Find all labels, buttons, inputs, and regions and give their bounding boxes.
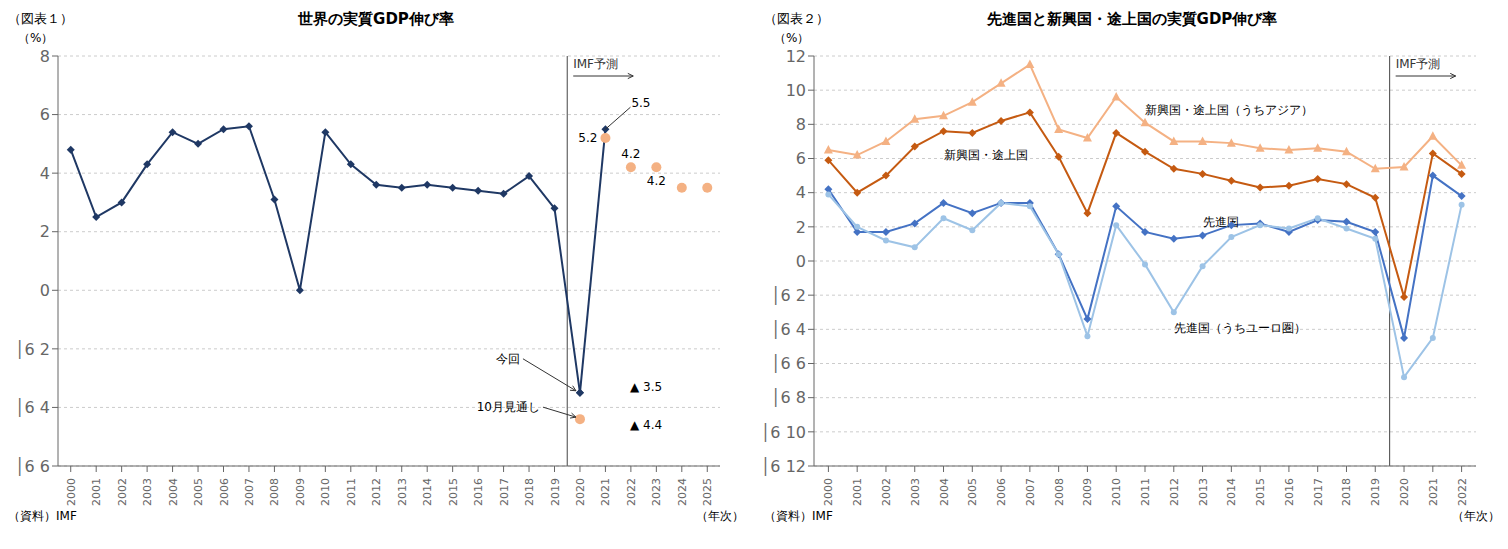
svg-text:6: 6 xyxy=(796,149,806,168)
svg-text:2003: 2003 xyxy=(141,478,154,506)
svg-text:▲ 3.5: ▲ 3.5 xyxy=(630,380,662,394)
svg-text:2003: 2003 xyxy=(909,478,922,506)
svg-text:今回: 今回 xyxy=(496,352,520,366)
svg-text:2005: 2005 xyxy=(192,478,205,506)
svg-text:2019: 2019 xyxy=(549,478,562,506)
svg-text:0: 0 xyxy=(796,252,806,271)
svg-text:│6 2: │6 2 xyxy=(771,285,806,305)
svg-text:2008: 2008 xyxy=(1053,478,1066,506)
svg-text:2000: 2000 xyxy=(65,478,78,506)
svg-text:先進国: 先進国 xyxy=(1203,215,1239,229)
svg-text:4.2: 4.2 xyxy=(621,147,640,161)
svg-text:12: 12 xyxy=(786,47,806,66)
svg-text:0: 0 xyxy=(40,281,50,300)
svg-text:│6 6: │6 6 xyxy=(15,456,50,476)
svg-text:8: 8 xyxy=(40,47,50,66)
svg-text:2012: 2012 xyxy=(370,478,383,506)
svg-text:2011: 2011 xyxy=(1139,478,1152,506)
svg-text:│6 12: │6 12 xyxy=(764,456,806,476)
svg-text:2002: 2002 xyxy=(880,478,893,506)
svg-text:2005: 2005 xyxy=(966,478,979,506)
svg-text:2004: 2004 xyxy=(938,478,951,506)
svg-text:2018: 2018 xyxy=(1340,478,1353,506)
svg-text:2025: 2025 xyxy=(701,478,714,506)
svg-text:▲ 4.4: ▲ 4.4 xyxy=(630,418,662,432)
svg-text:│6 8: │6 8 xyxy=(771,387,806,407)
svg-text:10: 10 xyxy=(786,81,806,100)
svg-text:2017: 2017 xyxy=(498,478,511,506)
svg-text:2015: 2015 xyxy=(447,478,460,506)
svg-text:2009: 2009 xyxy=(1081,478,1094,506)
svg-text:6: 6 xyxy=(40,105,50,124)
svg-text:2012: 2012 xyxy=(1168,478,1181,506)
svg-text:4: 4 xyxy=(40,164,50,183)
html-text:（年次）: （年次） xyxy=(696,509,744,523)
svg-text:│6 4: │6 4 xyxy=(15,397,50,417)
svg-text:2008: 2008 xyxy=(268,478,281,506)
svg-text:2001: 2001 xyxy=(851,478,864,506)
svg-text:2001: 2001 xyxy=(90,478,103,506)
svg-text:2013: 2013 xyxy=(396,478,409,506)
svg-text:2015: 2015 xyxy=(1254,478,1267,506)
svg-text:8: 8 xyxy=(796,115,806,134)
svg-text:│6 4: │6 4 xyxy=(771,319,806,339)
svg-text:│6 2: │6 2 xyxy=(15,339,50,359)
svg-text:2020: 2020 xyxy=(574,478,587,506)
svg-text:IMF予測: IMF予測 xyxy=(573,57,618,71)
svg-text:2006: 2006 xyxy=(218,478,231,506)
html-text:（図表１）: （図表１） xyxy=(8,11,73,26)
svg-text:2021: 2021 xyxy=(1427,478,1440,506)
svg-text:2014: 2014 xyxy=(1225,478,1238,506)
html-text:（資料）IMF: （資料）IMF xyxy=(8,509,77,523)
svg-text:2009: 2009 xyxy=(294,478,307,506)
svg-text:2: 2 xyxy=(40,222,50,241)
svg-text:2010: 2010 xyxy=(319,478,332,506)
svg-text:2018: 2018 xyxy=(523,478,536,506)
svg-text:2019: 2019 xyxy=(1369,478,1382,506)
svg-text:4.2: 4.2 xyxy=(647,174,666,188)
svg-text:2011: 2011 xyxy=(345,478,358,506)
svg-text:2022: 2022 xyxy=(625,478,638,506)
svg-text:IMF予測: IMF予測 xyxy=(1396,57,1441,71)
svg-text:2006: 2006 xyxy=(995,478,1008,506)
svg-text:2023: 2023 xyxy=(650,478,663,506)
svg-text:2010: 2010 xyxy=(1110,478,1123,506)
svg-text:新興国・途上国: 新興国・途上国 xyxy=(944,148,1028,162)
svg-text:2004: 2004 xyxy=(167,478,180,506)
svg-text:2013: 2013 xyxy=(1197,478,1210,506)
svg-text:2002: 2002 xyxy=(116,478,129,506)
svg-text:2007: 2007 xyxy=(1024,478,1037,506)
svg-text:2020: 2020 xyxy=(1398,478,1411,506)
svg-text:10月見通し: 10月見通し xyxy=(477,400,540,414)
svg-text:5.2: 5.2 xyxy=(578,131,597,145)
html-text:先進国と新興国・途上国の実質GDP伸び率: 先進国と新興国・途上国の実質GDP伸び率 xyxy=(986,10,1278,28)
html-text:世界の実質GDP伸び率: 世界の実質GDP伸び率 xyxy=(298,10,454,28)
svg-text:2017: 2017 xyxy=(1312,478,1325,506)
svg-text:2007: 2007 xyxy=(243,478,256,506)
html-text:（図表２）: （図表２） xyxy=(764,11,829,26)
svg-text:2000: 2000 xyxy=(822,478,835,506)
svg-text:5.5: 5.5 xyxy=(631,96,650,110)
svg-text:2016: 2016 xyxy=(472,478,485,506)
svg-text:2016: 2016 xyxy=(1283,478,1296,506)
svg-text:2014: 2014 xyxy=(421,478,434,506)
svg-text:│6 6: │6 6 xyxy=(771,353,806,373)
svg-text:先進国（うちユーロ圏）: 先進国（うちユーロ圏） xyxy=(1174,321,1306,335)
svg-text:│6 10: │6 10 xyxy=(764,422,806,442)
svg-text:2021: 2021 xyxy=(599,478,612,506)
html-text:（年次）: （年次） xyxy=(1452,509,1500,523)
svg-text:新興国・途上国（うちアジア）: 新興国・途上国（うちアジア） xyxy=(1145,103,1313,117)
svg-text:2: 2 xyxy=(796,218,806,237)
svg-text:2024: 2024 xyxy=(676,478,689,506)
svg-text:2022: 2022 xyxy=(1456,478,1469,506)
svg-text:4: 4 xyxy=(796,183,806,202)
html-text:（資料）IMF: （資料）IMF xyxy=(764,509,833,523)
